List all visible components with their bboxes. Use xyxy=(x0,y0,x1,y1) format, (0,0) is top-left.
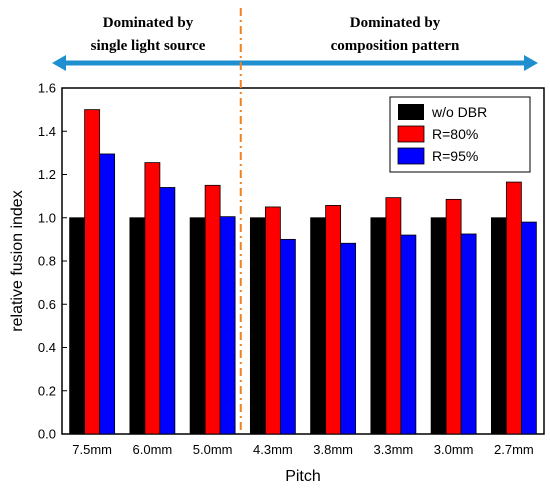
legend-swatch-wo-dbr xyxy=(398,104,424,120)
bars-group xyxy=(69,109,537,435)
x-axis-title: Pitch xyxy=(285,468,321,485)
bar-w-o-dbr-3-0mm xyxy=(430,217,447,435)
bar-r-80--2-7mm xyxy=(505,181,522,435)
bar-r-95--3-3mm xyxy=(400,234,417,435)
legend-swatch-r95 xyxy=(397,147,425,165)
x-tick-label: 6.0mm xyxy=(133,442,173,457)
x-tick-label: 2.7mm xyxy=(494,442,534,457)
bar-r-80--3-3mm xyxy=(385,197,402,435)
y-tick-label: 0.0 xyxy=(38,427,56,442)
legend-swatch-r80 xyxy=(397,125,425,143)
y-axis-title: relative fusion index xyxy=(9,190,26,331)
legend: w/o DBR R=80% R=95% xyxy=(389,96,531,173)
left-region-label-line1: Dominated by xyxy=(103,15,194,31)
y-tick-label: 1.0 xyxy=(38,210,56,225)
bar-w-o-dbr-5-0mm xyxy=(189,217,206,435)
bar-r-95--7-5mm xyxy=(99,153,116,435)
bar-r-80--3-0mm xyxy=(445,198,462,435)
y-tick-label: 0.4 xyxy=(38,340,56,355)
right-region-label-line1: Dominated by xyxy=(350,15,441,31)
bar-w-o-dbr-6-0mm xyxy=(129,217,146,435)
y-tick-label: 1.6 xyxy=(38,81,56,96)
bar-r-95--3-0mm xyxy=(460,233,477,435)
bar-r-80--7-5mm xyxy=(84,109,101,435)
arrow-left-head xyxy=(52,55,66,71)
bar-w-o-dbr-4-3mm xyxy=(249,217,266,435)
y-tick-label: 1.2 xyxy=(38,167,56,182)
bar-r-95--5-0mm xyxy=(219,216,236,435)
y-tick-label: 1.4 xyxy=(38,124,56,139)
bar-r-80--5-0mm xyxy=(204,184,221,435)
y-tick-label: 0.2 xyxy=(38,383,56,398)
bar-r-95--4-3mm xyxy=(279,238,296,435)
x-tick-label: 7.5mm xyxy=(72,442,112,457)
bar-r-80--3-8mm xyxy=(325,205,342,435)
left-region-label-line2: single light source xyxy=(91,38,206,54)
bar-r-95--6-0mm xyxy=(159,187,176,435)
x-tick-label: 3.3mm xyxy=(374,442,414,457)
bar-w-o-dbr-3-3mm xyxy=(370,217,387,435)
x-tick-label: 4.3mm xyxy=(253,442,293,457)
bar-w-o-dbr-2-7mm xyxy=(490,217,507,435)
bar-r-80--4-3mm xyxy=(264,206,281,435)
x-tick-label: 5.0mm xyxy=(193,442,233,457)
bar-w-o-dbr-7-5mm xyxy=(69,217,86,435)
y-tick-label: 0.8 xyxy=(38,254,56,269)
y-tick-label: 0.6 xyxy=(38,297,56,312)
right-region-label-line2: composition pattern xyxy=(331,38,460,54)
arrow-right-head xyxy=(524,55,538,71)
x-axis-ticks: 7.5mm 6.0mm 5.0mm 4.3mm 3.8mm 3.3mm 3.0mm 2.7mm xyxy=(72,442,533,457)
bar-r-80--6-0mm xyxy=(144,162,161,435)
x-tick-label: 3.8mm xyxy=(313,442,353,457)
bar-r-95--3-8mm xyxy=(340,242,357,435)
legend-label-r95: R=95% xyxy=(432,148,478,164)
x-tick-label: 3.0mm xyxy=(434,442,474,457)
bar-r-95--2-7mm xyxy=(520,221,537,435)
y-axis-ticks: 0.0 0.2 0.4 0.6 0.8 1.0 1.2 1.4 1.6 xyxy=(38,81,67,442)
legend-label-r80: R=80% xyxy=(432,126,478,142)
legend-label-wo-dbr: w/o DBR xyxy=(431,104,487,120)
bar-w-o-dbr-3-8mm xyxy=(310,217,327,435)
